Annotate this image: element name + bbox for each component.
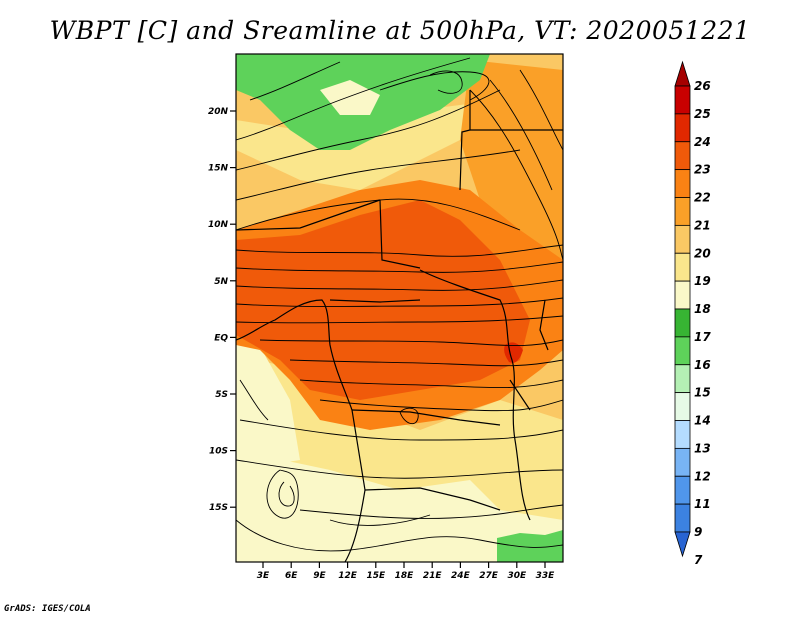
colorbar-label: 24: [694, 135, 711, 149]
map-frame: [235, 53, 564, 563]
colorbar-swatch: [674, 169, 691, 198]
colorbar-swatch: [674, 364, 691, 394]
colorbar-label: 12: [694, 469, 711, 483]
lon-tick-label: 27E: [479, 571, 499, 581]
colorbar-label: 26: [694, 79, 711, 93]
colorbar-label: 20: [694, 246, 711, 260]
colorbar-swatch: [674, 308, 691, 338]
lat-tick-label: 5S: [215, 390, 228, 400]
lon-tick-label: 24E: [451, 571, 471, 581]
colorbar-label: 18: [694, 302, 711, 316]
colorbar-label: 9: [694, 525, 702, 539]
lat-tick-label: 10N: [208, 220, 229, 230]
colorbar-swatch: [674, 531, 691, 558]
lat-tick-label: 20N: [208, 107, 229, 117]
grads-credit: GrADS: IGES/COLA: [4, 604, 91, 614]
wbpt-fill-19-north: [236, 100, 500, 190]
lon-tick-label: 12E: [338, 571, 358, 581]
country-borders: [236, 90, 563, 562]
colorbar-swatch: [674, 420, 691, 449]
colorbar-label: 15: [694, 386, 711, 400]
lon-tick-label: 33E: [536, 571, 556, 581]
wbpt-fill-23: [236, 200, 530, 400]
lon-tick-label: 9E: [313, 571, 326, 581]
wbpt-fill-19-southwest: [236, 450, 563, 562]
lon-tick-label: 15E: [366, 571, 386, 581]
lat-tick-label: 10S: [209, 447, 228, 457]
colorbar-label: 21: [694, 218, 711, 232]
lat-tick-label: EQ: [214, 333, 228, 343]
lat-tick-labels: 20N 15N 10N 5N EQ 5S 10S 15S: [208, 107, 236, 513]
colorbar-swatch: [674, 224, 691, 254]
colorbar-label: 19: [694, 274, 711, 288]
colorbar-label: 7: [694, 553, 703, 567]
colorbar-swatch: [674, 475, 691, 505]
colorbar-label: 11: [694, 497, 711, 511]
lat-tick-label: 15S: [209, 503, 228, 513]
lat-tick-label: 15N: [208, 164, 229, 174]
colorbar-swatch: [674, 197, 691, 226]
colorbar-swatch: [674, 252, 691, 282]
colorbar-swatch: [674, 392, 691, 421]
lon-tick-labels: 3E 6E 9E 12E 15E 18E 21E 24E 27E 30E 33E: [257, 562, 555, 581]
colorbar-label: 25: [694, 107, 711, 121]
lon-tick-label: 30E: [507, 571, 527, 581]
wbpt-fill-19-west: [236, 330, 300, 470]
lon-tick-label: 21E: [423, 571, 443, 581]
lon-tick-label: 18E: [395, 571, 415, 581]
lon-tick-label: 3E: [257, 571, 270, 581]
colorbar-swatch: [674, 60, 691, 87]
colorbar-swatch: [674, 113, 691, 143]
colorbar-label: 17: [694, 330, 711, 344]
colorbar-swatch: [674, 85, 691, 115]
wbpt-fill-17-southeast: [497, 530, 563, 562]
colorbar-swatch: [674, 447, 691, 477]
colorbar-swatch: [674, 503, 691, 533]
map-title: WBPT [C] and Sreamline at 500hPa, VT: 20…: [49, 16, 751, 45]
colorbar-label: 16: [694, 358, 711, 372]
colorbar-swatch: [674, 336, 691, 366]
colorbar-label: 23: [694, 163, 711, 177]
streamlines: [236, 57, 563, 552]
colorbar-swatch: [674, 141, 691, 171]
colorbar-swatch: [674, 280, 691, 310]
colorbar-label: 22: [694, 191, 711, 205]
lat-tick-label: 5N: [214, 277, 228, 287]
wbpt-fill-18-patch: [320, 80, 380, 115]
lon-tick-label: 6E: [285, 571, 298, 581]
colorbar-label: 13: [694, 441, 711, 455]
colorbar-label: 14: [694, 414, 711, 428]
